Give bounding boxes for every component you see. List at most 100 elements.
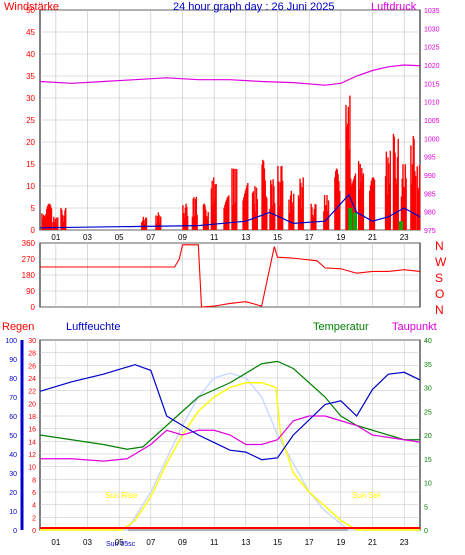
humidity-tick-label: 20 [28, 401, 36, 408]
pressure-tick-label: 985 [424, 191, 436, 198]
rain-tick-label: 40 [9, 452, 17, 459]
wind-tick-label: 40 [26, 50, 35, 59]
wind-tick-label: 50 [26, 6, 35, 15]
x-tick-label: 15 [273, 233, 282, 242]
chart-title: 24 hour graph day : 26 Juni 2025 [173, 1, 334, 13]
x-tick-label: 09 [178, 538, 187, 547]
sun-osc-label: Sun 05sc [106, 541, 136, 548]
direction-tick-label: 90 [26, 287, 35, 296]
x-tick-label: 15 [273, 538, 282, 547]
humidity-tick-label: 30 [28, 338, 36, 345]
humidity-tick-label: 10 [28, 465, 36, 472]
pressure-line [39, 64, 421, 86]
wind-tick-label: 0 [31, 226, 36, 235]
x-tick-label: 05 [115, 538, 124, 547]
wind-tick-label: 30 [26, 94, 35, 103]
rain-tick-label: 90 [9, 357, 17, 364]
temperature-line [39, 360, 420, 450]
pressure-tick-label: 1035 [424, 8, 440, 15]
x-tick-label: 11 [210, 538, 219, 547]
rain-tick-label: 0 [13, 528, 17, 535]
rain-tick-label: 30 [9, 471, 17, 478]
pressure-tick-label: 995 [424, 155, 436, 162]
temp-tick-label: 35 [424, 362, 432, 369]
compass-w: W [435, 255, 447, 269]
rain-tick-label: 80 [9, 376, 17, 383]
x-tick-label: 23 [400, 233, 409, 242]
temp-tick-label: 15 [424, 457, 432, 464]
temp-tick-label: 30 [424, 386, 432, 393]
pressure-tick-label: 1015 [424, 81, 440, 88]
compass-s: S [435, 271, 443, 285]
pressure-tick-label: 990 [424, 173, 436, 180]
direction-tick-label: 270 [22, 255, 36, 264]
pressure-tick-label: 1030 [424, 26, 440, 33]
humidity-tick-label: 14 [28, 439, 36, 446]
taupunkt-title: Taupunkt [392, 321, 437, 333]
pressure-tick-label: 1000 [424, 136, 440, 143]
temp-tick-label: 20 [424, 433, 432, 440]
humidity-tick-label: 18 [28, 414, 36, 421]
luftfeuchte-title: Luftfeuchte [66, 321, 120, 333]
wind-tick-label: 35 [26, 72, 35, 81]
direction-tick-label: 180 [22, 271, 36, 280]
x-tick-label: 01 [51, 233, 60, 242]
humidity-tick-label: 26 [28, 363, 36, 370]
x-tick-label: 13 [241, 538, 250, 547]
wind-tick-label: 25 [26, 116, 35, 125]
direction-tick-label: 0 [31, 303, 36, 312]
x-tick-label: 11 [210, 233, 219, 242]
x-tick-label: 13 [241, 233, 250, 242]
x-tick-label: 09 [178, 233, 187, 242]
rain-tick-label: 20 [9, 490, 17, 497]
pressure-tick-label: 1005 [424, 118, 440, 125]
x-tick-label: 01 [51, 538, 60, 547]
wind-tick-label: 15 [26, 160, 35, 169]
x-tick-label: 21 [368, 233, 377, 242]
wind-tick-label: 45 [26, 28, 35, 37]
wind-tick-label: 20 [26, 138, 35, 147]
rain-bar [399, 221, 403, 230]
wind-tick-label: 10 [26, 182, 35, 191]
x-tick-label: 19 [336, 233, 345, 242]
compass-n-bottom: N [435, 303, 444, 317]
pressure-tick-label: 1010 [424, 100, 440, 107]
temp-tick-label: 0 [424, 528, 428, 535]
x-tick-label: 05 [115, 233, 124, 242]
compass-o: O [435, 287, 444, 301]
rain-tick-label: 100 [5, 338, 17, 345]
humidity-tick-label: 22 [28, 389, 36, 396]
humidity-tick-label: 2 [32, 515, 36, 522]
wind-axis-title: Windstärke [4, 1, 59, 13]
compass-n-top: N [435, 239, 444, 253]
humidity-tick-label: 0 [32, 528, 36, 535]
x-tick-label: 03 [83, 538, 92, 547]
x-tick-label: 17 [305, 538, 314, 547]
humidity-tick-label: 24 [28, 376, 36, 383]
humidity-tick-label: 6 [32, 490, 36, 497]
pressure-tick-label: 975 [424, 228, 436, 235]
humidity-tick-label: 8 [32, 477, 36, 484]
x-tick-label: 21 [368, 538, 377, 547]
uv-line [40, 372, 420, 531]
wind-tick-label: 5 [31, 204, 36, 213]
axis-labels: 0510152025303540455097598098599099510001… [5, 6, 439, 547]
rain-tick-label: 70 [9, 395, 17, 402]
solar-line [40, 382, 420, 531]
humidity-tick-label: 12 [28, 452, 36, 459]
humidity-line [39, 364, 421, 461]
temp-tick-label: 5 [424, 504, 428, 511]
pressure-tick-label: 1020 [424, 63, 440, 70]
sun-set-label: Sun Set [352, 491, 381, 500]
rain-tick-label: 10 [9, 509, 17, 516]
series-layer [20, 64, 421, 531]
x-tick-label: 03 [83, 233, 92, 242]
temp-tick-label: 25 [424, 409, 432, 416]
wind-direction-line [40, 244, 421, 308]
humidity-tick-label: 4 [32, 503, 36, 510]
humidity-tick-label: 28 [28, 351, 36, 358]
x-tick-label: 07 [146, 233, 155, 242]
x-tick-label: 17 [305, 233, 314, 242]
rain-bar [353, 212, 358, 230]
